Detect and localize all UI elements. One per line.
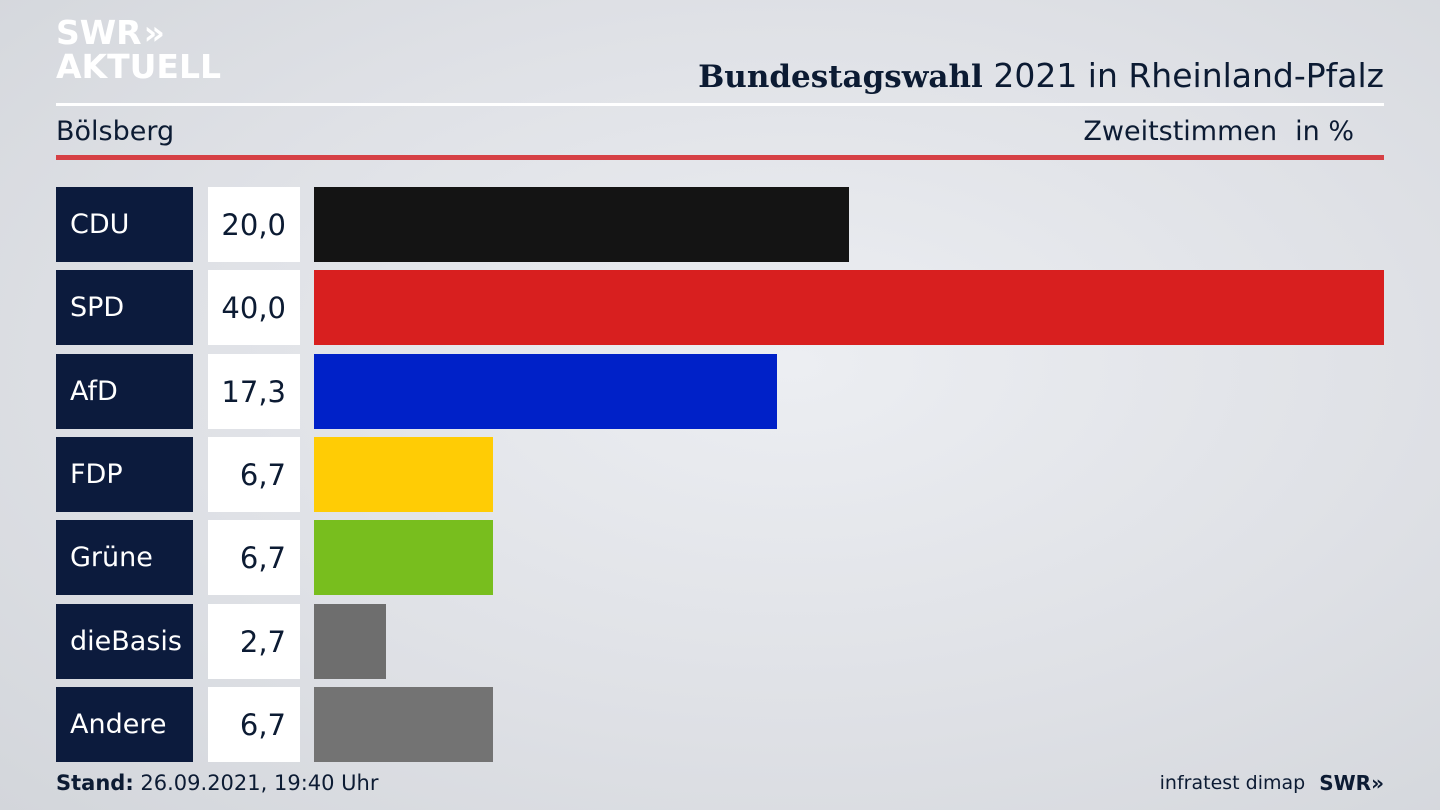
title-bold: Bundestagswahl — [698, 59, 983, 95]
unit-text: in % — [1295, 116, 1354, 147]
bar — [314, 520, 494, 595]
chevron-right-icon: » — [143, 13, 165, 52]
party-label: Andere — [56, 687, 193, 762]
bar — [314, 270, 1384, 345]
bar-row: FDP 6,7 — [56, 437, 1384, 512]
logo-line2: AKTUELL — [56, 47, 222, 86]
bar-row: SPD 40,0 — [56, 270, 1384, 345]
party-label: SPD — [56, 270, 193, 345]
value-label: 40,0 — [208, 270, 300, 345]
bar-row: CDU 20,0 — [56, 187, 1384, 262]
stand-label: Stand: — [56, 771, 134, 795]
bar-row: Grüne 6,7 — [56, 520, 1384, 595]
chart-title: Bundestagswahl 2021 in Rheinland-Pfalz — [698, 56, 1384, 95]
measure-text: Zweitstimmen — [1083, 116, 1278, 147]
party-label: Grüne — [56, 520, 193, 595]
logo-line1: SWR — [56, 13, 142, 52]
timestamp: Stand: 26.09.2021, 19:40 Uhr — [56, 771, 379, 795]
party-label: dieBasis — [56, 604, 193, 679]
party-label: CDU — [56, 187, 193, 262]
value-label: 20,0 — [208, 187, 300, 262]
bar — [314, 604, 387, 679]
bar-row: Andere 6,7 — [56, 687, 1384, 762]
source-credit: infratest dimap SWR» — [1160, 771, 1384, 795]
swr-brand: SWR» — [1319, 771, 1384, 795]
place-name: Bölsberg — [56, 116, 175, 147]
party-label: FDP — [56, 437, 193, 512]
value-label: 6,7 — [208, 520, 300, 595]
value-label: 6,7 — [208, 437, 300, 512]
stand-value: 26.09.2021, 19:40 Uhr — [133, 771, 379, 795]
bar-row: AfD 17,3 — [56, 354, 1384, 429]
party-label: AfD — [56, 354, 193, 429]
bar — [314, 354, 777, 429]
value-label: 2,7 — [208, 604, 300, 679]
bar — [314, 687, 494, 762]
value-label: 6,7 — [208, 687, 300, 762]
bar — [314, 187, 849, 262]
header-divider — [56, 103, 1384, 106]
header-accent-rule — [56, 155, 1384, 160]
bar — [314, 437, 494, 512]
measure-label: Zweitstimmen in % — [1083, 116, 1354, 147]
title-rest: 2021 in Rheinland-Pfalz — [982, 56, 1384, 95]
swr-aktuell-logo: SWR» AKTUELL — [56, 16, 221, 84]
value-label: 17,3 — [208, 354, 300, 429]
source-text: infratest dimap — [1159, 772, 1306, 794]
bar-row: dieBasis 2,7 — [56, 604, 1384, 679]
